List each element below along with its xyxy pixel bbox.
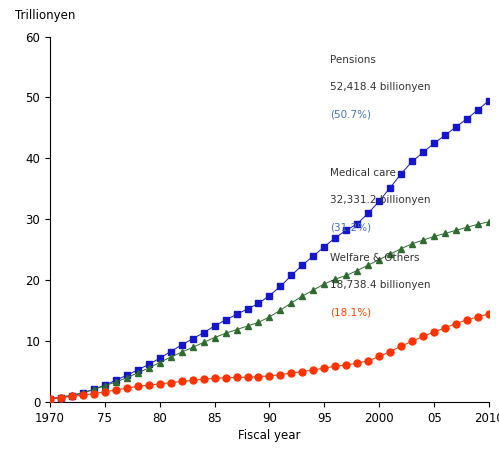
Text: (18.1%): (18.1%)	[330, 308, 371, 318]
Text: Medical care: Medical care	[330, 168, 396, 178]
Text: 18,738.4 billionyen: 18,738.4 billionyen	[330, 280, 430, 290]
X-axis label: Fiscal year: Fiscal year	[238, 429, 301, 442]
Text: Welfare & Others: Welfare & Others	[330, 253, 419, 263]
Text: (50.7%): (50.7%)	[330, 110, 371, 120]
Text: (31.2%): (31.2%)	[330, 223, 371, 233]
Text: 52,418.4 billionyen: 52,418.4 billionyen	[330, 82, 430, 92]
Text: Trillionyen: Trillionyen	[15, 9, 75, 22]
Text: 32,331.2 billionyen: 32,331.2 billionyen	[330, 195, 430, 205]
Text: Pensions: Pensions	[330, 55, 376, 65]
